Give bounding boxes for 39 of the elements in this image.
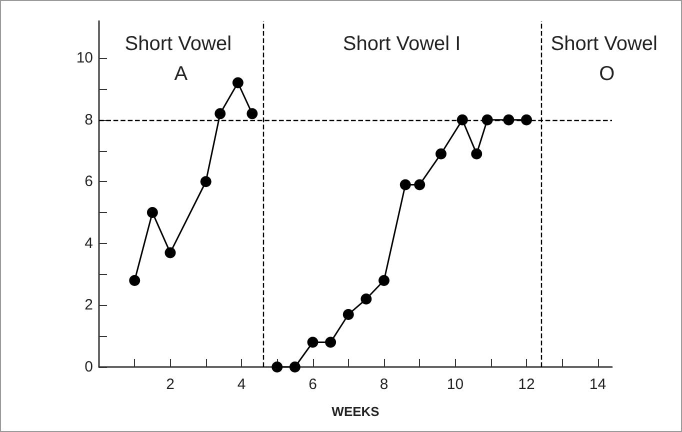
point	[436, 148, 446, 160]
point	[200, 176, 212, 188]
y-tick-label: 2	[84, 296, 93, 314]
x-tick-label: 2	[166, 376, 174, 393]
x-tick-label: 10	[446, 376, 464, 393]
point	[307, 336, 318, 348]
point	[164, 247, 176, 258]
point	[129, 275, 140, 286]
point	[521, 114, 532, 126]
annotation: Short Vowel I	[342, 33, 461, 55]
point	[503, 114, 514, 126]
x-axis-title: WEEKS	[332, 404, 380, 419]
y-tick-label: 8	[84, 111, 93, 128]
x-tick-label: 8	[380, 376, 388, 393]
point	[214, 108, 226, 120]
point	[342, 308, 354, 320]
x-tick-label: 12	[518, 376, 535, 393]
point	[289, 362, 300, 372]
point	[146, 207, 158, 218]
point	[360, 294, 372, 305]
x-tick-label: 4	[237, 376, 246, 393]
x-tick-label: 14	[589, 376, 606, 393]
point	[414, 179, 426, 190]
point	[325, 336, 336, 348]
point	[272, 362, 283, 372]
point	[400, 179, 411, 190]
x-tick-label: 6	[308, 376, 317, 393]
point	[471, 148, 482, 160]
point	[232, 77, 244, 88]
point	[482, 114, 493, 126]
y-tick-label: 6	[84, 173, 93, 190]
y-tick-label: 4	[84, 234, 93, 252]
annotation: Short Vowel A	[124, 33, 238, 85]
annotation: Short Vowel O	[550, 33, 664, 85]
point	[378, 275, 390, 286]
point	[456, 114, 468, 126]
y-tick-label: 0	[84, 358, 93, 376]
point	[246, 108, 258, 120]
y-tick-label: 10	[76, 50, 93, 67]
